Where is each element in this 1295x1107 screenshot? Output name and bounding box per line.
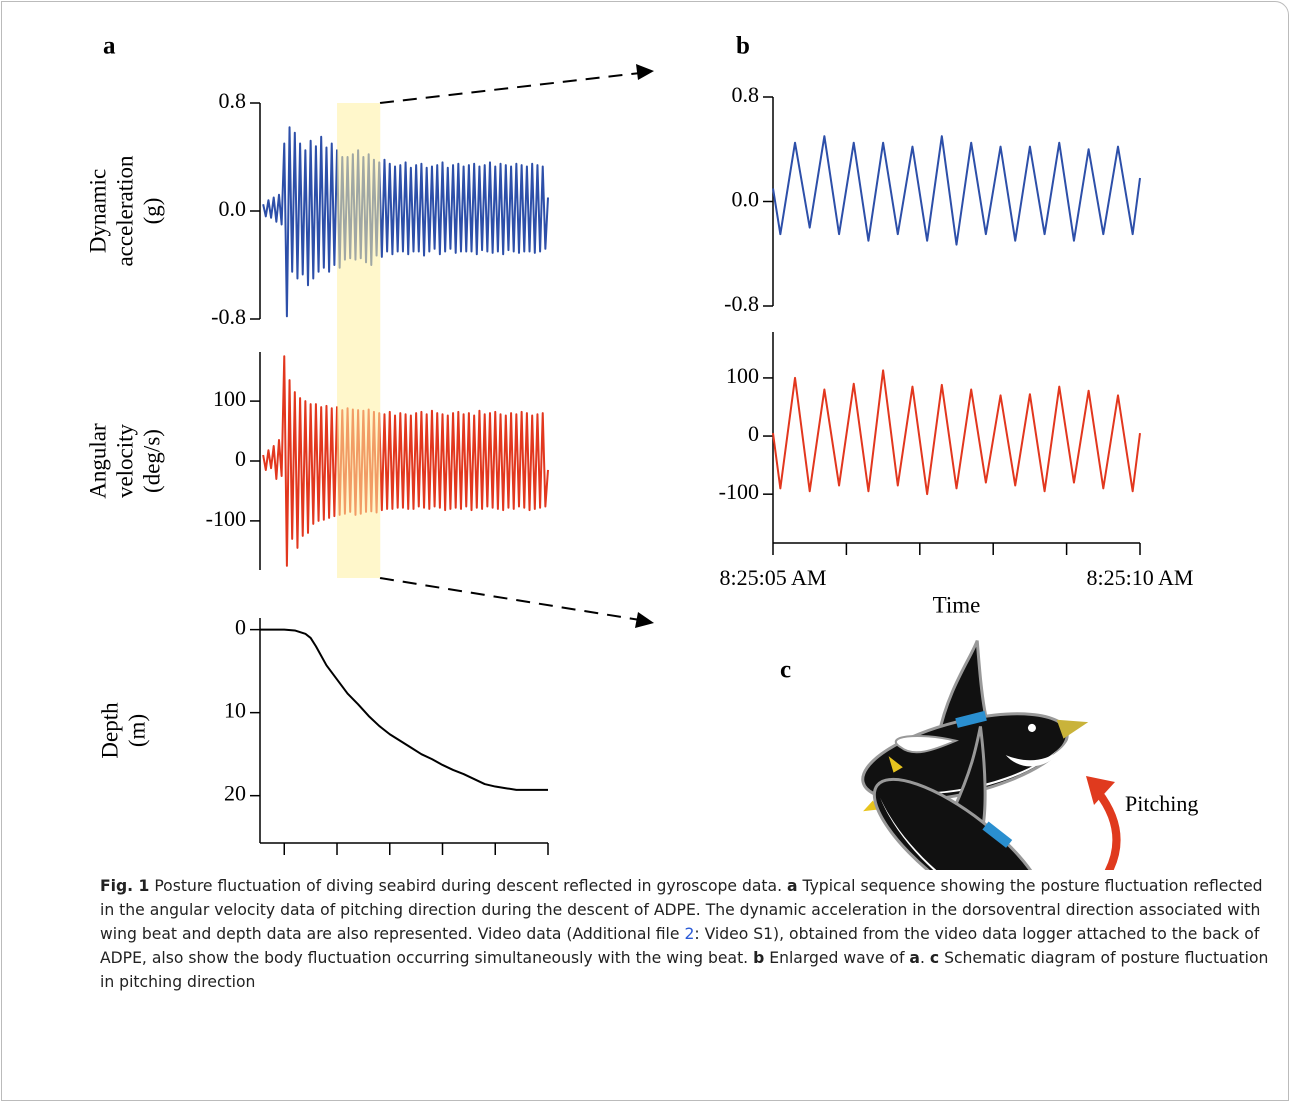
y-tick-label: 0 [748,421,759,446]
arrow-head [635,612,654,628]
caption-run: c [929,949,940,967]
x-tick-label: 8:25:10 AM [1087,565,1194,590]
x-tick-label: 8:25:00 AM [231,865,338,870]
caption-run: Posture fluctuation of diving seabird du… [149,877,787,895]
y-tick-label: 0.0 [219,196,247,221]
x-tick-label: 8:25:25 AM [495,865,602,870]
caption-run: Enlarged wave of [764,949,910,967]
caption-run: a [786,877,798,895]
caption-run: a [909,949,920,967]
figure: a b c Pitching [85,33,1198,870]
y-axis-label: velocity [112,423,137,498]
dashed-arrow [379,72,641,104]
y-axis-label: (g) [139,198,164,225]
figure-caption: Fig. 1 Posture fluctuation of diving sea… [100,874,1275,994]
penguin-illustration: Pitching [861,640,1198,870]
y-tick-label: 0.0 [732,187,760,212]
data-line [260,628,548,791]
panel-label: a [103,33,116,60]
highlight-band [337,103,381,336]
arrow-head [636,64,654,80]
y-axis-label: (deg/s) [139,429,164,493]
y-tick-label: -100 [206,506,246,531]
y-tick-label: -100 [719,479,759,504]
y-tick-label: 100 [213,386,246,411]
y-tick-label: 0.8 [219,88,247,113]
data-line [772,369,1141,496]
caption-run: Schematic diagram of posture fluctuation… [100,949,1269,991]
y-tick-label: 0 [235,615,246,640]
y-tick-label: -0.8 [211,304,246,329]
y-tick-label: 100 [726,363,759,388]
caption-run: Typical sequence showing the posture flu… [100,877,1263,943]
caption-run: : Video S1), obtained from the video dat… [100,925,1260,967]
caption-run: b [753,949,765,967]
y-tick-label: 0 [235,446,246,471]
arrow-head [1086,776,1115,805]
data-line [262,355,549,567]
y-axis-label: Angular [85,423,110,499]
y-tick-label: -0.8 [724,291,759,316]
data-line [772,135,1141,246]
zoom-arrows [379,64,654,628]
y-tick-label: 20 [224,781,246,806]
data-line [262,126,549,318]
y-axis-label: Dynamic [85,169,110,253]
y-tick-label: 10 [224,698,246,723]
caption-link[interactable]: 2 [684,925,695,943]
dashed-arrow [379,577,641,621]
y-axis-label: acceleration [112,155,137,267]
panel-label: b [736,33,750,60]
y-tick-label: 0.8 [732,82,760,107]
caption-run: . [919,949,930,967]
highlight-band [337,336,381,578]
penguin [861,640,1089,812]
y-axis-label: (m) [124,714,149,747]
illustration-label: Pitching [1125,791,1198,816]
penguin [872,726,1048,870]
caption-run: Fig. 1 [100,877,150,895]
x-axis-label: Time [933,592,981,617]
y-axis-label: Depth [97,702,122,759]
panel-label: c [780,657,791,684]
x-tick-label: 8:25:05 AM [720,565,827,590]
pitch-arrow [1094,789,1121,870]
